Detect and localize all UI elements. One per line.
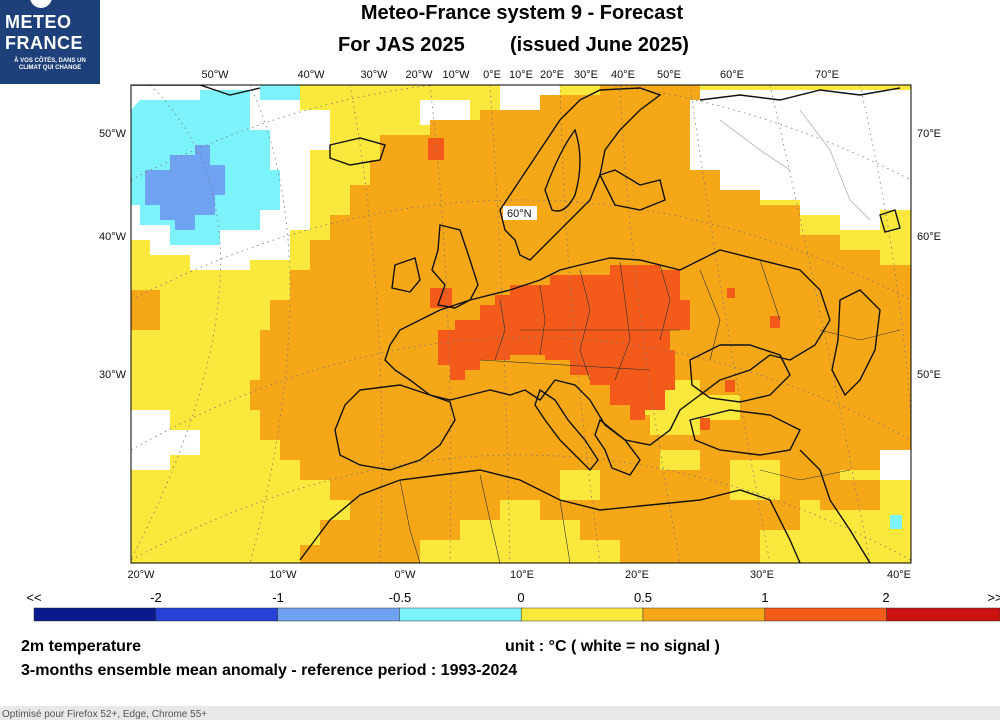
top-lon-label: 20°E [540, 69, 564, 81]
yellow-region [660, 450, 700, 470]
no-signal-region [690, 90, 911, 230]
no-signal-region [131, 410, 200, 470]
bottom-axis-labels: 20°W 10°W 0°W 10°E 20°E 30°E 40°E [127, 569, 911, 580]
colorbar-tick: >> [987, 590, 1000, 605]
cool-cell [890, 515, 902, 529]
logo-text-france: FRANCE [5, 33, 83, 53]
top-lon-label: 30°E [574, 69, 598, 81]
top-lon-label: 30°W [360, 69, 388, 81]
no-signal-region [500, 85, 560, 112]
colorbar-tick: << [26, 590, 42, 605]
chart-title: Meteo-France system 9 - Forecast [360, 2, 684, 24]
top-lon-label: 20°W [405, 69, 433, 81]
anomaly-map: 60°N 50°W 40°W 30°W 20°W 10°W 0°E 10°E 2… [99, 69, 941, 580]
left-axis-label: 30°W [99, 369, 127, 381]
colorbar-tick: 1 [761, 590, 769, 605]
top-lon-label: 10°W [442, 69, 470, 81]
bottom-lon-label: 20°W [127, 569, 155, 580]
left-axis-label: 50°W [99, 128, 127, 140]
top-lon-label: 70°E [815, 69, 839, 81]
bottom-lon-label: 30°E [750, 569, 774, 580]
colorbar-swatch [520, 607, 644, 622]
right-axis-label: 60°E [917, 231, 941, 243]
cold-region [145, 145, 225, 230]
top-lon-label: 10°E [509, 69, 533, 81]
bottom-lon-label: 20°E [625, 569, 649, 580]
top-lon-label: 50°W [201, 69, 229, 81]
top-lon-label: 40°W [297, 69, 325, 81]
issue-date: (issued June 2025) [510, 34, 689, 56]
right-axis-label: 50°E [917, 369, 941, 381]
colorbar-swatch [642, 607, 766, 622]
cool-region [260, 85, 300, 100]
colorbar-tick: 2 [882, 590, 890, 605]
hot-cell [725, 380, 735, 392]
description-label: 3-months ensemble mean anomaly - referen… [21, 662, 518, 679]
warm-region [131, 290, 160, 330]
top-lon-label: 50°E [657, 69, 681, 81]
variable-label: 2m temperature [21, 638, 142, 655]
colorbar-swatch [33, 607, 157, 622]
forecast-period: For JAS 2025 [338, 34, 465, 56]
left-axis-labels: 50°W 40°W 30°W [99, 128, 127, 381]
top-lon-label: 60°E [720, 69, 744, 81]
logo-text-meteo: METEO [5, 12, 72, 32]
yellow-region [560, 470, 600, 500]
colorbar-tick: -2 [150, 590, 162, 605]
unit-label: unit : °C ( white = no signal ) [505, 638, 720, 655]
anomaly-field [131, 85, 911, 563]
bottom-lon-label: 0°W [395, 569, 417, 580]
hot-cell [700, 418, 710, 430]
warm-region [820, 480, 880, 510]
colorbar-tick: -0.5 [388, 590, 412, 605]
right-axis-labels: 70°E 60°E 50°E [917, 128, 941, 381]
colorbar-swatch [886, 607, 1000, 622]
borders [719, 109, 871, 221]
right-axis-label: 70°E [917, 128, 941, 140]
hot-cell [770, 316, 780, 328]
bottom-lon-label: 40°E [887, 569, 911, 580]
inner-lat-label: 60°N [507, 208, 532, 220]
top-lon-label: 40°E [611, 69, 635, 81]
bottom-lon-label: 10°W [269, 569, 297, 580]
colorbar-swatch [764, 607, 887, 622]
logo-tagline: À VOS CÔTÉS, DANS UN CLIMAT QUI CHANGE [14, 58, 86, 71]
colorbar-swatches [33, 607, 1000, 622]
borders [399, 259, 901, 563]
yellow-region [730, 460, 780, 500]
meteo-france-logo[interactable]: METEO FRANCE À VOS CÔTÉS, DANS UN CLIMAT… [0, 0, 100, 84]
bottom-lon-label: 10°E [510, 569, 534, 580]
graticule [131, 85, 911, 563]
colorbar-tick: -1 [272, 590, 284, 605]
colorbar-tick: 0 [517, 590, 525, 605]
top-lon-label: 0°E [483, 69, 501, 81]
inner-label-box [503, 206, 537, 220]
hot-cell [727, 288, 735, 298]
colorbar-swatch [155, 607, 278, 622]
top-axis-labels: 50°W 40°W 30°W 20°W 10°W 0°E 10°E 20°E 3… [201, 69, 839, 81]
logo-sun-icon [30, 0, 52, 8]
colorbar-swatch [399, 607, 522, 622]
colorbar-swatch [277, 607, 400, 622]
map-frame [130, 84, 912, 564]
left-axis-label: 40°W [99, 231, 127, 243]
browser-note: Optimisé pour Firefox 52+, Edge, Chrome … [0, 706, 1000, 720]
colorbar-tick: 0.5 [633, 590, 653, 605]
hot-region [438, 265, 690, 420]
hot-cell [428, 138, 444, 160]
